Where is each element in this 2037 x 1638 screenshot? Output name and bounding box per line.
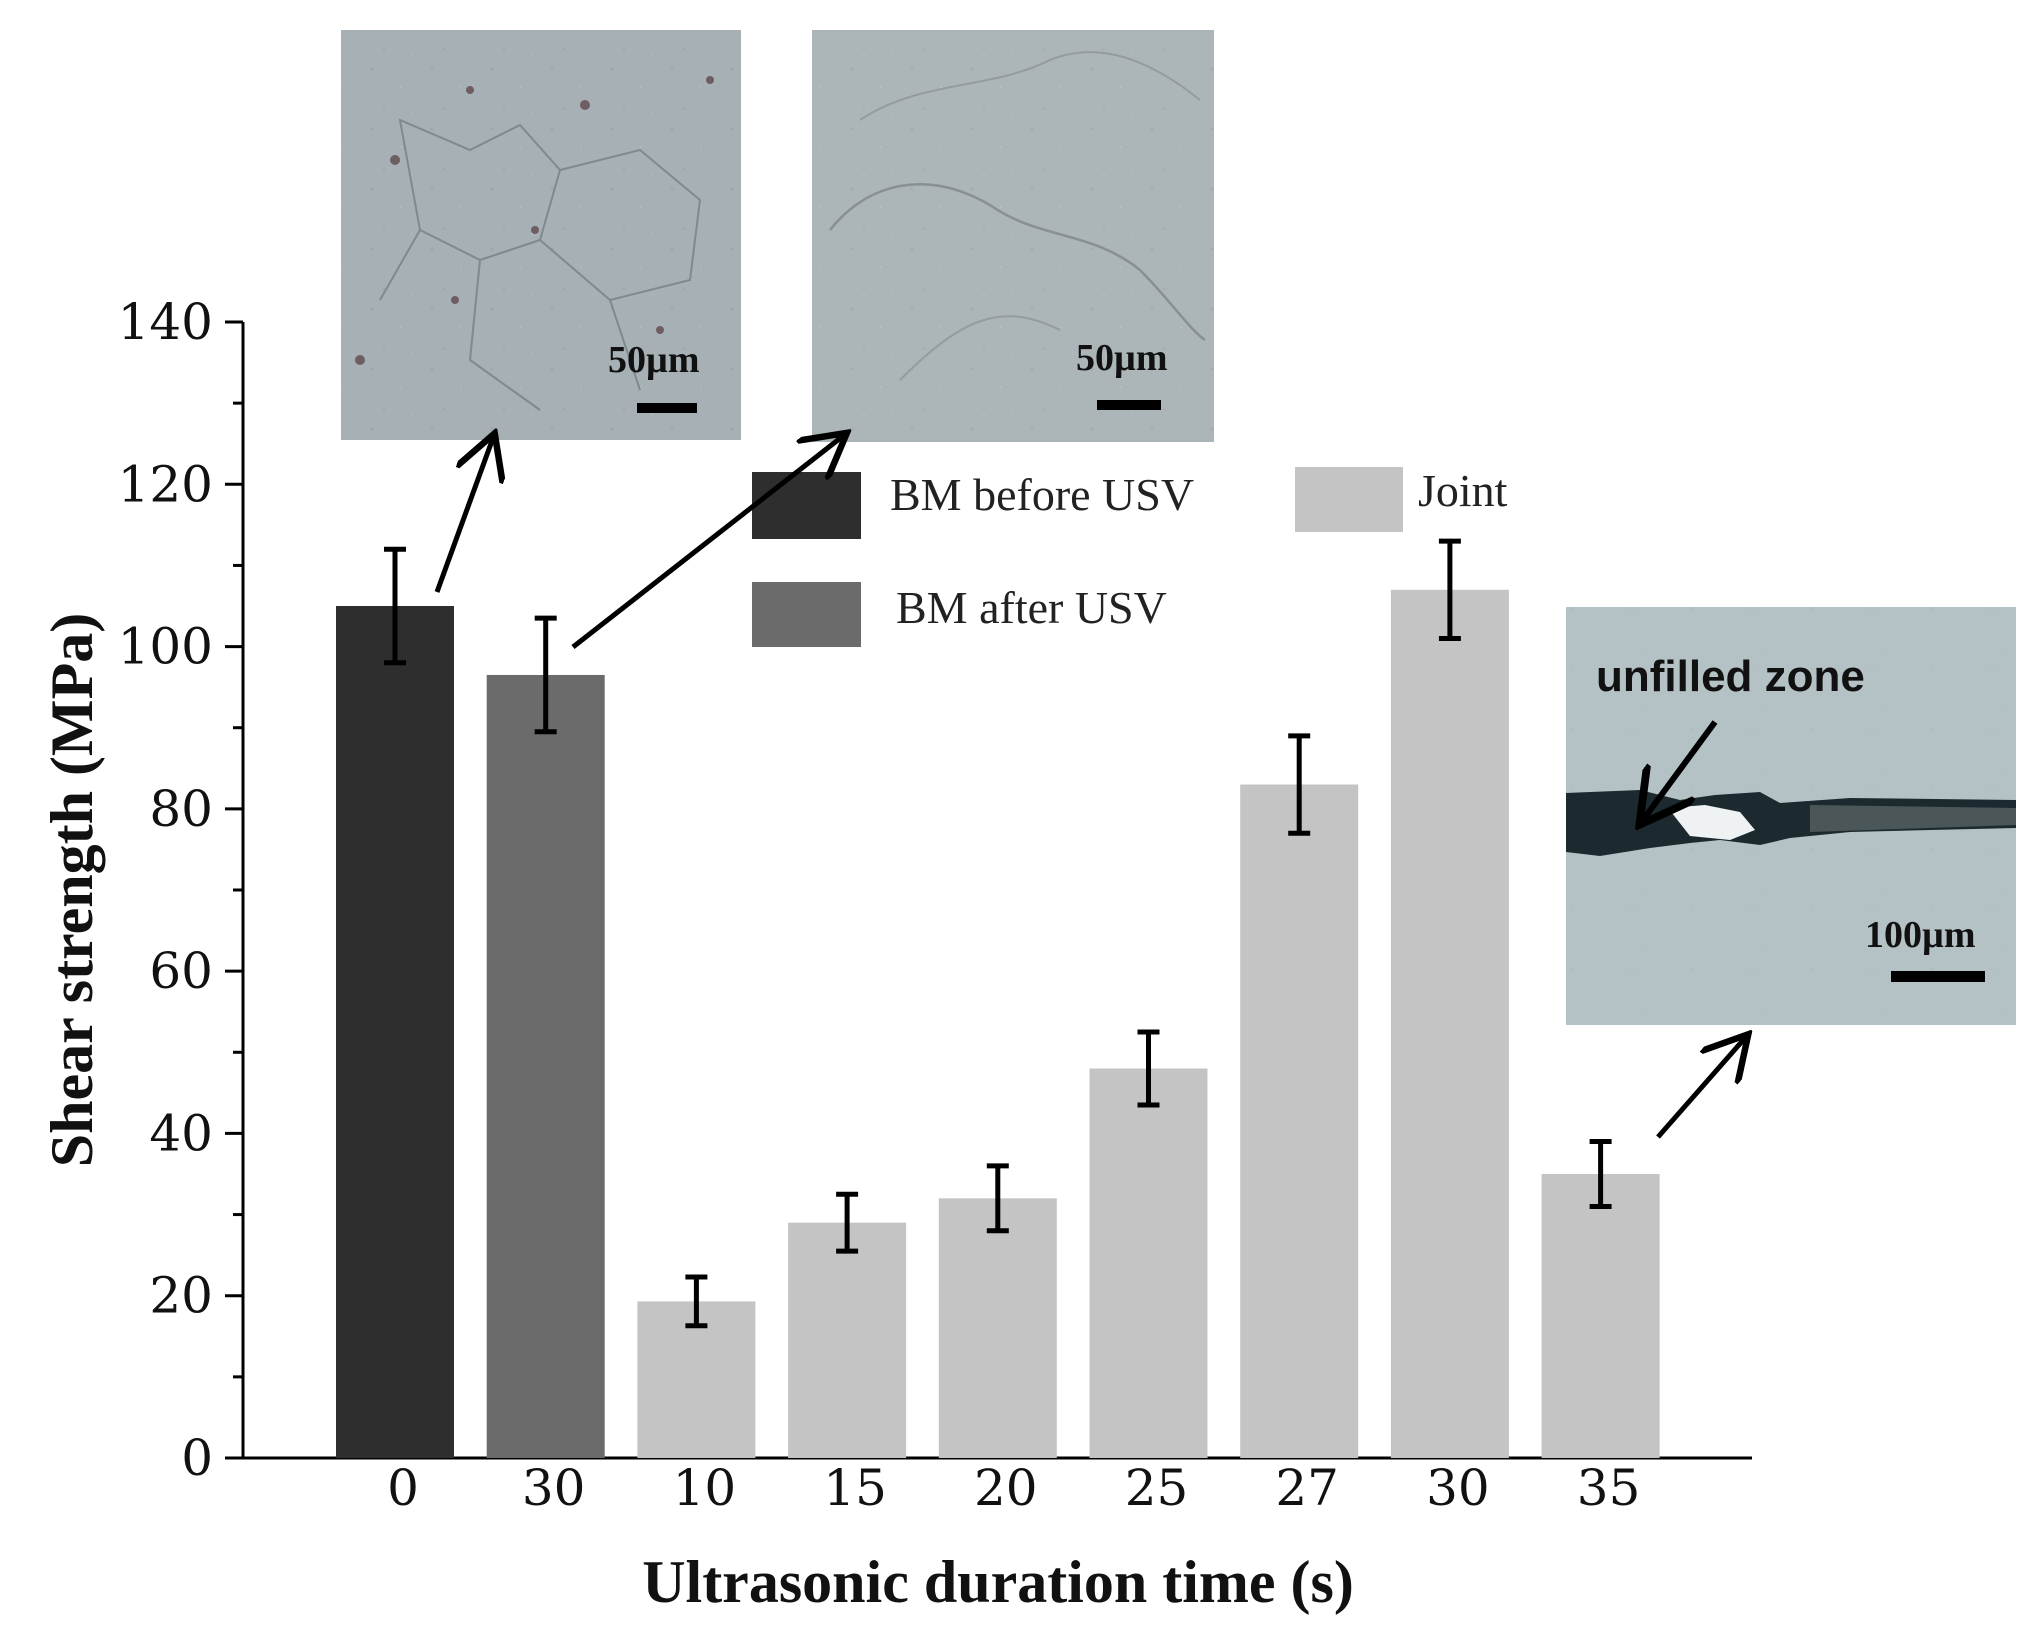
- micrograph-bm-before: 50µm: [341, 30, 741, 440]
- y-tick-label: 80: [149, 780, 213, 838]
- y-ticks: 0 20 40 60 80 100 120 140: [118, 293, 243, 1487]
- x-tick-label: 30: [1426, 1459, 1490, 1517]
- bar-27-joint: [1240, 784, 1359, 1458]
- arrow-to-inset-3: [1656, 1038, 1745, 1139]
- bar-30-bm-after-usv: [486, 674, 605, 1458]
- arrow-to-inset-1: [434, 438, 493, 593]
- x-tick-label: 27: [1275, 1459, 1339, 1517]
- x-tick-labels: 0 30 10 15 20 25 27 30 35: [387, 1459, 1640, 1517]
- error-bar: [384, 546, 406, 666]
- error-bar: [1438, 538, 1461, 641]
- unfilled-zone-label: unfilled zone: [1596, 652, 1865, 701]
- x-tick-label: 15: [823, 1459, 887, 1517]
- scale-label-2: 50µm: [1076, 337, 1168, 379]
- bar-35-joint: [1541, 1174, 1660, 1458]
- legend-swatch-bm-after: [752, 582, 861, 647]
- bar-20-joint: [938, 1198, 1057, 1458]
- scale-label-1: 50µm: [608, 339, 700, 381]
- micrograph-joint-35s: unfilled zone 100µm: [1566, 607, 2016, 1025]
- error-bar: [1288, 733, 1311, 836]
- bar-30-joint: [1390, 589, 1509, 1458]
- micrograph-bm-after: 50µm: [812, 30, 1214, 442]
- arrow-to-inset-2: [571, 436, 843, 649]
- bar-0-bm-before-usv: [336, 606, 454, 1458]
- bars: [336, 589, 1660, 1458]
- error-bar: [685, 1274, 708, 1329]
- y-axis-title: Shear strength (MPa): [39, 613, 105, 1167]
- legend-swatch-joint: [1295, 467, 1403, 532]
- scale-bar-2: [1097, 400, 1161, 410]
- scale-label-3: 100µm: [1865, 914, 1976, 956]
- legend-label-bm-after: BM after USV: [896, 582, 1167, 633]
- bar-25-joint: [1089, 1068, 1208, 1458]
- scale-bar-3: [1891, 971, 1985, 982]
- bar-15-joint: [788, 1222, 907, 1458]
- x-tick-label: 0: [387, 1459, 419, 1517]
- error-bar: [1137, 1029, 1160, 1108]
- y-tick-label: 120: [118, 455, 213, 513]
- legend-swatch-bm-before: [752, 472, 861, 539]
- y-tick-label: 20: [149, 1267, 213, 1325]
- x-tick-label: 10: [673, 1459, 737, 1517]
- x-tick-label: 35: [1577, 1459, 1641, 1517]
- error-bar: [534, 615, 557, 735]
- x-tick-label: 30: [522, 1459, 586, 1517]
- y-tick-label: 40: [149, 1104, 213, 1162]
- x-tick-label: 25: [1125, 1459, 1189, 1517]
- error-bar: [836, 1191, 859, 1254]
- y-tick-label: 0: [181, 1429, 213, 1487]
- error-bar: [986, 1163, 1009, 1234]
- scale-bar-1: [637, 403, 697, 413]
- y-tick-label: 60: [149, 942, 213, 1000]
- error-bar: [1589, 1139, 1612, 1209]
- error-bars: [384, 538, 1612, 1329]
- legend-label-bm-before: BM before USV: [890, 469, 1194, 520]
- unfilled-zone-arrow: [1643, 720, 1718, 820]
- legend-label-joint: Joint: [1418, 465, 1508, 516]
- legend: BM before USV BM after USV Joint: [752, 465, 1508, 647]
- y-tick-label: 140: [118, 293, 213, 351]
- y-tick-label: 100: [118, 618, 213, 676]
- x-tick-label: 20: [974, 1459, 1038, 1517]
- x-axis-title: Ultrasonic duration time (s): [642, 1549, 1354, 1615]
